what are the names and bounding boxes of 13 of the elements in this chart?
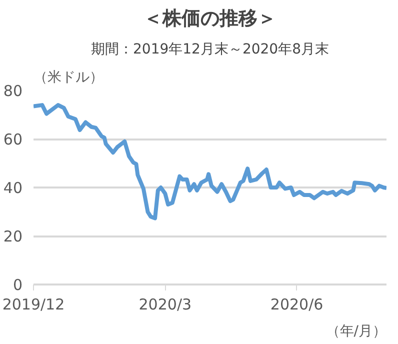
line-series (34, 103, 386, 220)
x-axis-title: （年/月） (326, 324, 386, 340)
y-tick-label: 20 (3, 228, 23, 246)
x-tick-label: 2019/12 (2, 296, 65, 314)
y-tick-label: 0 (12, 276, 23, 294)
y-axis-title: （米ドル） (34, 70, 104, 86)
y-tick-label: 80 (3, 82, 23, 100)
x-tick-label: 2020/3 (138, 296, 192, 314)
x-tick-label: 2020/6 (270, 296, 324, 314)
chart-subtitle: 期間：2019年12月末～2020年8月末 (91, 42, 329, 58)
y-tick-label: 60 (3, 130, 23, 148)
y-tick-label: 40 (3, 179, 23, 197)
chart-title: ＜株価の推移＞ (144, 8, 276, 30)
